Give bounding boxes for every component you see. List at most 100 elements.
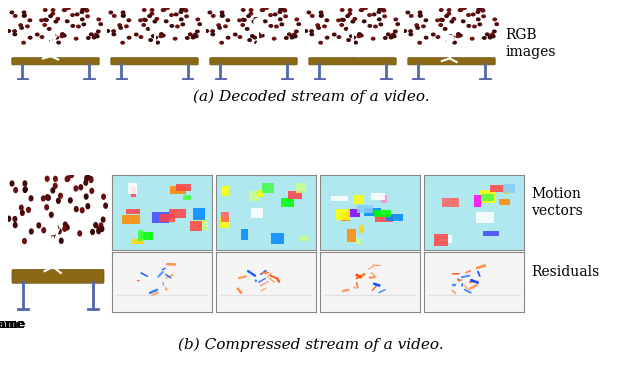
Circle shape: [118, 24, 121, 27]
Circle shape: [467, 25, 470, 27]
Circle shape: [112, 30, 115, 32]
Circle shape: [85, 176, 88, 181]
Bar: [481, 194, 494, 201]
Circle shape: [316, 24, 319, 27]
Circle shape: [29, 229, 33, 234]
Circle shape: [424, 19, 427, 21]
Circle shape: [86, 204, 90, 209]
Circle shape: [56, 18, 60, 20]
Bar: [371, 193, 385, 200]
Circle shape: [134, 33, 138, 36]
Circle shape: [265, 7, 268, 9]
Circle shape: [478, 23, 481, 26]
Circle shape: [71, 25, 75, 27]
Circle shape: [144, 19, 147, 21]
Circle shape: [211, 33, 215, 35]
Circle shape: [40, 19, 44, 21]
Circle shape: [294, 35, 297, 37]
Circle shape: [290, 35, 294, 37]
Bar: [347, 209, 361, 217]
Circle shape: [55, 226, 58, 231]
Circle shape: [436, 36, 440, 38]
Circle shape: [403, 30, 407, 32]
Circle shape: [23, 14, 26, 17]
Circle shape: [155, 18, 159, 20]
Circle shape: [22, 41, 26, 44]
Bar: [262, 183, 274, 193]
Circle shape: [185, 37, 189, 39]
Circle shape: [377, 11, 381, 13]
Circle shape: [63, 9, 67, 11]
Circle shape: [354, 41, 357, 44]
Circle shape: [63, 226, 67, 231]
Circle shape: [252, 20, 256, 23]
Circle shape: [390, 35, 393, 37]
Circle shape: [348, 9, 352, 11]
Circle shape: [149, 39, 152, 41]
Circle shape: [162, 34, 165, 37]
Bar: [341, 213, 350, 221]
Bar: [122, 215, 139, 224]
Text: P-frame: P-frame: [0, 317, 26, 330]
Circle shape: [67, 7, 70, 9]
Circle shape: [44, 9, 47, 11]
Bar: [503, 184, 515, 193]
Circle shape: [125, 25, 128, 28]
Circle shape: [491, 35, 495, 37]
Circle shape: [279, 18, 282, 21]
Circle shape: [63, 222, 67, 227]
Circle shape: [101, 217, 105, 222]
Circle shape: [389, 36, 393, 39]
Circle shape: [151, 25, 159, 32]
Circle shape: [23, 181, 27, 186]
FancyBboxPatch shape: [309, 58, 396, 65]
Circle shape: [86, 37, 90, 39]
Circle shape: [378, 18, 381, 21]
Circle shape: [238, 36, 242, 38]
Circle shape: [85, 9, 88, 11]
Bar: [479, 190, 495, 203]
Circle shape: [13, 216, 17, 222]
Circle shape: [185, 15, 188, 18]
Bar: [251, 208, 262, 218]
Circle shape: [451, 36, 455, 39]
Circle shape: [91, 229, 95, 234]
Bar: [183, 195, 192, 200]
Circle shape: [104, 203, 108, 208]
Circle shape: [261, 34, 264, 37]
Bar: [475, 195, 481, 207]
Circle shape: [180, 9, 183, 11]
Circle shape: [419, 14, 422, 17]
Circle shape: [47, 28, 51, 30]
Bar: [190, 222, 202, 231]
Circle shape: [378, 9, 381, 11]
Circle shape: [251, 35, 254, 37]
Circle shape: [106, 30, 109, 32]
Circle shape: [419, 11, 422, 14]
Circle shape: [164, 20, 168, 23]
Circle shape: [74, 186, 78, 191]
Circle shape: [80, 11, 83, 13]
Circle shape: [360, 9, 363, 11]
Circle shape: [80, 208, 84, 213]
Circle shape: [19, 24, 22, 27]
Circle shape: [253, 36, 256, 39]
Circle shape: [445, 15, 448, 18]
Bar: [490, 185, 504, 193]
Circle shape: [447, 12, 450, 15]
Circle shape: [26, 25, 29, 28]
Circle shape: [241, 9, 245, 11]
Circle shape: [264, 20, 267, 23]
Circle shape: [493, 18, 496, 21]
Circle shape: [392, 35, 396, 37]
Bar: [353, 195, 364, 204]
Circle shape: [11, 181, 14, 186]
Circle shape: [86, 174, 90, 179]
Circle shape: [353, 18, 356, 20]
Text: I-frame: I-frame: [0, 317, 23, 330]
Circle shape: [97, 227, 101, 231]
Circle shape: [310, 33, 313, 35]
Circle shape: [458, 34, 462, 37]
Circle shape: [82, 23, 86, 26]
Bar: [271, 233, 284, 245]
